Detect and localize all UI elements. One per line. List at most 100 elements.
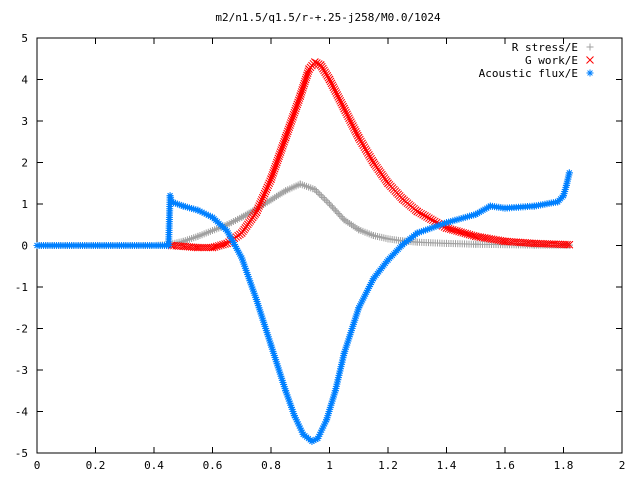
data-point (323, 416, 331, 424)
data-point (443, 239, 450, 247)
data-point (398, 195, 407, 203)
x-tick-label: 0 (34, 459, 41, 472)
x-tick-label: 0.6 (203, 459, 223, 472)
data-point (325, 75, 334, 84)
y-tick-label: -3 (15, 364, 28, 377)
series-acoustic-flux-e (33, 169, 573, 445)
y-tick-label: -2 (15, 323, 28, 336)
data-point (311, 58, 319, 66)
data-point (92, 242, 99, 249)
axes: 0 0.2 0.4 0.6 0.8 1 1.2 1.4 1.6 1.8 2 5 4 3 2 1 0 -1 -2 -3 -… (15, 32, 626, 472)
data-point (296, 180, 304, 188)
data-point (33, 242, 41, 249)
legend-marker (586, 69, 594, 77)
data-point (209, 227, 216, 235)
data-point (530, 202, 538, 210)
data-point (471, 232, 480, 241)
data-point (326, 200, 333, 208)
data-point (314, 434, 322, 442)
data-point (413, 229, 421, 237)
data-point (194, 232, 202, 240)
data-point (238, 213, 246, 221)
x-tick-label: 0.2 (86, 459, 106, 472)
data-point (384, 256, 392, 264)
data-point (311, 185, 319, 193)
data-point (384, 235, 392, 243)
x-tick-label: 0.4 (144, 459, 164, 472)
data-point (282, 187, 290, 195)
data-point (413, 238, 421, 246)
data-point (355, 226, 363, 234)
data-point (384, 179, 392, 188)
x-tick-label: 2 (619, 459, 626, 472)
legend-label: Acoustic flux/E (479, 67, 578, 80)
data-point (331, 387, 339, 395)
x-tick-label: 1.2 (378, 459, 398, 472)
data-point (194, 243, 202, 252)
y-tick-label: -4 (15, 406, 29, 419)
y-tick-label: 1 (21, 198, 28, 211)
y-tick-label: -1 (15, 281, 28, 294)
x-tick-label: 1.4 (437, 459, 457, 472)
y-tick-label: 2 (21, 157, 28, 170)
data-point (290, 412, 298, 420)
x-tick-label: 1.8 (554, 459, 574, 472)
data-point (486, 202, 494, 210)
data-point (413, 207, 422, 216)
y-tick-label: -5 (15, 447, 28, 460)
legend-label: R stress/E (512, 41, 578, 54)
data-marks (33, 58, 574, 445)
data-point (282, 387, 290, 395)
data-point (369, 158, 378, 167)
data-point (208, 243, 217, 252)
x-tick-label: 0.8 (261, 459, 281, 472)
data-point (354, 133, 363, 142)
data-point (443, 219, 450, 227)
data-point (237, 229, 246, 237)
data-point (369, 232, 377, 240)
data-point (340, 349, 348, 357)
x-tick-label: 1 (326, 459, 333, 472)
data-point (223, 227, 231, 235)
x-tick-label: 1.6 (495, 459, 515, 472)
data-point (562, 181, 570, 189)
data-point (340, 104, 348, 113)
data-point (316, 61, 325, 69)
legend-marker (586, 43, 594, 51)
data-point (299, 430, 307, 438)
data-point (501, 204, 509, 212)
data-point (472, 240, 480, 248)
data-point (565, 240, 574, 249)
data-point (308, 437, 316, 445)
data-point (267, 341, 275, 349)
data-point (223, 221, 231, 229)
data-point (399, 241, 407, 249)
data-point (369, 275, 377, 283)
series-markers (33, 169, 573, 445)
data-point (554, 198, 562, 206)
data-point (238, 254, 246, 262)
data-point (179, 242, 188, 251)
data-point (305, 65, 313, 73)
data-point (252, 295, 260, 303)
data-point (501, 237, 509, 246)
data-point (252, 208, 261, 217)
data-point (267, 175, 275, 183)
data-point (340, 216, 348, 224)
data-point (530, 239, 539, 248)
data-point (472, 210, 480, 218)
legend-marker (586, 56, 594, 64)
data-point (560, 192, 567, 200)
data-point (501, 241, 509, 249)
y-tick-label: 5 (21, 32, 28, 45)
data-point (166, 192, 174, 200)
data-point (565, 169, 573, 177)
data-point (165, 242, 173, 249)
data-point (168, 198, 176, 206)
data-point (267, 196, 275, 204)
data-point (209, 213, 216, 221)
legend-label: G work/E (525, 54, 578, 67)
y-tick-label: 3 (21, 115, 28, 128)
